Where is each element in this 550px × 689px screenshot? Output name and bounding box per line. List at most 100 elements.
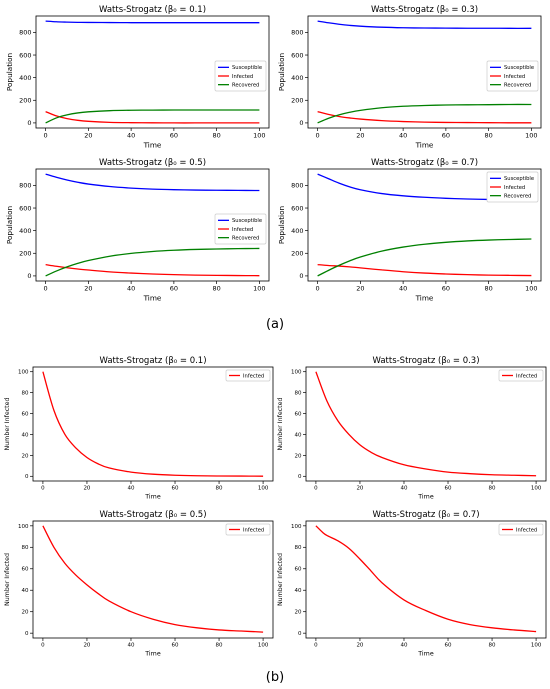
x-tick-label: 40 [400, 643, 407, 649]
y-tick-label: 20 [22, 453, 29, 459]
chart-panel-7: Watts-Strogatz (β₀ = 0.5) 0 20 40 60 80 100 0 20… [4, 510, 274, 658]
x-tick-label: 60 [445, 486, 452, 492]
legend-label-susceptible: Susceptible [504, 65, 534, 71]
plot-frame [35, 15, 270, 129]
y-tick-label: 0 [27, 272, 31, 280]
x-tick-label: 80 [489, 486, 496, 492]
y-tick-label: 40 [295, 432, 302, 438]
x-tick-label: 20 [84, 285, 92, 293]
x-tick-label: 100 [525, 132, 537, 140]
x-axis-label: Time [415, 294, 434, 303]
legend-label-infected: Infected [516, 527, 537, 533]
x-tick-label: 100 [253, 132, 265, 140]
x-tick-label: 60 [445, 643, 452, 649]
y-tick-label: 0 [25, 474, 29, 480]
legend: Susceptible Infected Recovered [486, 171, 539, 203]
x-axis-label: Time [143, 294, 162, 303]
x-axis-label: Time [417, 651, 434, 658]
series-line-infected [317, 110, 532, 124]
x-tick-label: 100 [258, 643, 269, 649]
x-axis-label: Time [144, 494, 161, 501]
legend-box [486, 171, 539, 203]
legend-label-susceptible: Susceptible [504, 176, 534, 182]
legend-box [486, 60, 539, 92]
legend: Susceptible Infected Recovered [214, 60, 267, 92]
series-line-recovered [45, 247, 260, 277]
y-tick-label: 60 [22, 567, 29, 573]
x-tick-label: 0 [41, 486, 45, 492]
y-tick-label: 60 [295, 411, 302, 417]
plot-frame [307, 15, 542, 129]
y-tick-label: 400 [291, 74, 303, 82]
x-tick-label: 40 [399, 132, 407, 140]
y-tick-label: 40 [22, 432, 29, 438]
plot-frame [307, 168, 542, 282]
chart-title: Watts-Strogatz (β₀ = 0.5) [99, 510, 206, 520]
x-axis-label: Time [144, 651, 161, 658]
x-tick-label: 20 [84, 132, 92, 140]
chart-panel-4: Watts-Strogatz (β₀ = 0.7) 0 20 40 60 80 100 0 20… [277, 158, 542, 303]
chart-panel-1: Watts-Strogatz (β₀ = 0.1) 0 20 40 60 80 100 0 20… [5, 5, 270, 150]
legend-label-infected: Infected [232, 74, 253, 80]
x-tick-label: 100 [531, 486, 542, 492]
y-tick-label: 0 [299, 119, 303, 127]
x-tick-label: 80 [212, 285, 220, 293]
chart-panel-6: Watts-Strogatz (β₀ = 0.3) 0 20 40 60 80 100 0 20… [277, 356, 547, 501]
y-axis-label: Population [277, 206, 286, 244]
series-line-infected [45, 263, 260, 277]
chart-title: Watts-Strogatz (β₀ = 0.1) [99, 356, 206, 366]
chart-title: Watts-Strogatz (β₀ = 0.5) [99, 158, 206, 168]
x-tick-label: 80 [216, 643, 223, 649]
y-axis-label: Number Infected [4, 553, 11, 606]
caption-a: (a) [266, 317, 284, 332]
legend-label-recovered: Recovered [232, 83, 259, 89]
legend-label-susceptible: Susceptible [232, 218, 262, 224]
y-axis-label: Population [277, 53, 286, 91]
x-tick-label: 20 [356, 643, 363, 649]
chart-panel-8: Watts-Strogatz (β₀ = 0.7) 0 20 40 60 80 100 0 20… [277, 510, 547, 658]
legend: Infected [498, 369, 544, 382]
x-tick-label: 40 [399, 285, 407, 293]
x-tick-label: 60 [442, 285, 450, 293]
series-line-susceptible [317, 20, 532, 29]
x-tick-label: 60 [170, 132, 178, 140]
y-tick-label: 100 [291, 370, 302, 376]
y-tick-label: 40 [295, 588, 302, 594]
y-tick-label: 800 [291, 182, 303, 190]
y-tick-label: 100 [18, 524, 29, 530]
y-tick-label: 0 [25, 631, 29, 637]
y-tick-label: 400 [19, 74, 31, 82]
x-tick-label: 20 [356, 285, 364, 293]
x-tick-label: 0 [316, 285, 320, 293]
legend: Infected [225, 369, 271, 382]
y-tick-label: 600 [19, 204, 31, 212]
x-axis-label: Time [415, 141, 434, 150]
y-axis-label: Number Infected [277, 397, 284, 450]
series-line-infected [315, 525, 537, 633]
legend: Infected [225, 523, 271, 536]
legend-label-recovered: Recovered [504, 83, 531, 89]
y-tick-label: 600 [291, 204, 303, 212]
legend-label-infected: Infected [504, 185, 525, 191]
plot-frame [32, 520, 274, 639]
legend-box [498, 523, 544, 536]
plot-frame [32, 366, 274, 482]
x-tick-label: 60 [172, 643, 179, 649]
y-tick-label: 20 [295, 453, 302, 459]
chart-panel-3: Watts-Strogatz (β₀ = 0.5) 0 20 40 60 80 100 0 20… [5, 158, 270, 303]
legend-box [214, 60, 267, 92]
x-tick-label: 0 [316, 132, 320, 140]
plot-frame [305, 366, 547, 482]
y-tick-label: 40 [22, 588, 29, 594]
chart-panel-5: Watts-Strogatz (β₀ = 0.1) 0 20 40 60 80 100 0 20… [4, 356, 274, 501]
y-axis-label: Number Infected [4, 397, 11, 450]
chart-title: Watts-Strogatz (β₀ = 0.1) [99, 5, 206, 15]
y-tick-label: 100 [291, 524, 302, 530]
x-tick-label: 60 [172, 486, 179, 492]
x-tick-label: 40 [400, 486, 407, 492]
x-tick-label: 100 [253, 285, 265, 293]
y-tick-label: 100 [18, 370, 29, 376]
y-tick-label: 800 [19, 182, 31, 190]
x-tick-label: 80 [484, 132, 492, 140]
y-tick-label: 0 [27, 119, 31, 127]
